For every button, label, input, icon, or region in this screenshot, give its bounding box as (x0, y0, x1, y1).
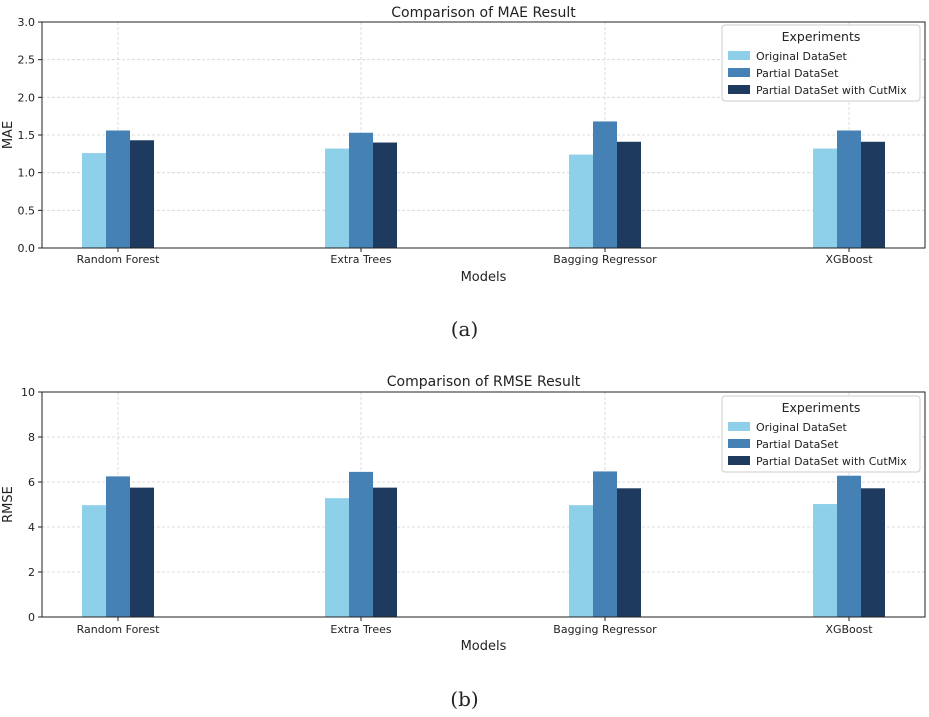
bar (106, 476, 130, 617)
y-tick-label: 3.0 (18, 16, 36, 29)
y-tick-label: 2.0 (18, 91, 36, 104)
bar (813, 148, 837, 248)
y-tick-label: 0.0 (18, 242, 36, 255)
legend-box (721, 395, 921, 473)
legend-entry: Partial DataSet with CutMix (756, 84, 907, 97)
y-tick-label: 2.5 (18, 54, 36, 67)
bar (617, 141, 641, 248)
y-axis-label: RMSE (1, 486, 16, 523)
bar (861, 488, 885, 617)
bar (837, 130, 861, 248)
bar (349, 471, 373, 617)
legend-entry: Partial DataSet with CutMix (756, 455, 907, 468)
chart-title: Comparison of RMSE Result (387, 374, 581, 390)
legend-swatch (728, 456, 750, 465)
x-tick-label: Extra Trees (330, 623, 391, 636)
bar (373, 487, 397, 617)
bar (130, 487, 154, 617)
bar (861, 141, 885, 248)
bar (593, 471, 617, 617)
mae-chart: 0.0 0.5 1.0 1.5 2.0 2.5 3.0 Random Forest Extra … (1, 5, 926, 285)
bar (82, 505, 106, 617)
legend-entry: Partial DataSet (756, 438, 839, 451)
legend-title: Experiments (782, 400, 861, 415)
figure-caption-a: (a) (450, 317, 479, 341)
legend-swatch (728, 85, 750, 94)
bar (130, 140, 154, 248)
y-tick-label: 10 (21, 386, 35, 399)
y-tick-label: 0.5 (18, 204, 36, 217)
x-axis-label: Models (461, 270, 507, 285)
y-tick-label: 8 (28, 431, 35, 444)
plot-frame (41, 21, 926, 249)
legend-swatch (728, 51, 750, 60)
bar (593, 121, 617, 248)
bar (325, 148, 349, 248)
y-tick-label: 1.5 (18, 129, 36, 142)
bar (569, 505, 593, 617)
legend-title: Experiments (782, 29, 861, 44)
bar (106, 130, 130, 248)
y-tick-label: 6 (28, 476, 35, 489)
chart-title: Comparison of MAE Result (391, 5, 576, 21)
legend-swatch (728, 439, 750, 448)
bar (569, 154, 593, 248)
legend-entry: Original DataSet (756, 421, 848, 434)
bar (617, 488, 641, 617)
x-tick-label: XGBoost (825, 623, 873, 636)
legend-entry: Original DataSet (756, 50, 848, 63)
x-tick-label: Extra Trees (330, 253, 391, 266)
x-tick-label: Bagging Regressor (553, 623, 657, 636)
y-tick-label: 4 (28, 521, 35, 534)
bar (813, 504, 837, 617)
y-tick-label: 1.0 (18, 167, 36, 180)
y-tick-label: 0 (28, 611, 35, 624)
bar (349, 132, 373, 248)
x-tick-label: Random Forest (77, 253, 160, 266)
x-axis-label: Models (461, 639, 507, 654)
x-tick-label: Bagging Regressor (553, 253, 657, 266)
y-tick-label: 2 (28, 566, 35, 579)
bar (837, 475, 861, 617)
x-tick-label: XGBoost (825, 253, 873, 266)
x-tick-label: Random Forest (77, 623, 160, 636)
legend-entry: Partial DataSet (756, 67, 839, 80)
figure-caption-b: (b) (450, 687, 479, 711)
y-axis-label: MAE (1, 121, 16, 149)
rmse-chart: 0 2 4 6 8 10 Random Forest Extra Trees Bagging R… (1, 374, 926, 654)
bar (373, 142, 397, 248)
bar (325, 498, 349, 617)
plot-frame (41, 391, 926, 618)
legend-box (721, 24, 921, 102)
legend-swatch (728, 68, 750, 77)
bar (82, 153, 106, 248)
legend-swatch (728, 422, 750, 431)
